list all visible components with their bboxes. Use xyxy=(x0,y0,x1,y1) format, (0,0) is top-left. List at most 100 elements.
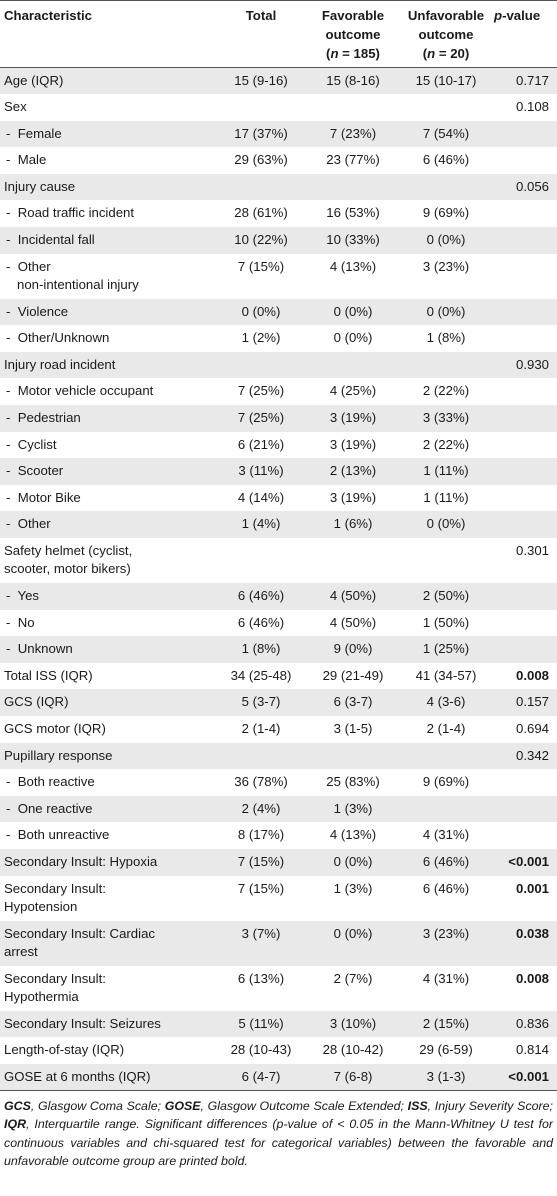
footnote-iss-abbr: ISS xyxy=(407,1098,428,1113)
row-label-line1: - Female xyxy=(6,125,62,141)
table-header: Characteristic Total Favorable outcome (… xyxy=(0,0,557,68)
cell-unfavorable: 29 (6-59) xyxy=(419,1042,473,1058)
row-label-line1: - Other xyxy=(6,258,51,274)
row-label: Secondary Insult: Cardiac arrest xyxy=(0,921,214,966)
header-characteristic: Characteristic xyxy=(0,0,214,68)
cell-unfavorable: 3 (23%) xyxy=(422,258,470,274)
header-favorable: Favorable outcome (n = 185) xyxy=(308,0,398,68)
cell-unfavorable: 1 (50%) xyxy=(422,614,470,630)
row-label-line1: GCS motor (IQR) xyxy=(4,720,106,736)
row-label: GOSE at 6 months (IQR) xyxy=(0,1063,214,1091)
header-pvalue-var: p xyxy=(494,8,503,23)
cell-total: 34 (25-48) xyxy=(230,667,292,683)
table-row: - Scooter 3 (11%) 2 (13%) 1 (11%) xyxy=(0,458,557,485)
row-label-line1: - Scooter xyxy=(6,463,64,479)
cell-pvalue xyxy=(494,583,557,610)
characteristics-table: Characteristic Total Favorable outcome (… xyxy=(0,0,557,1091)
cell-total xyxy=(214,174,308,201)
cell-unfavorable xyxy=(398,174,494,201)
cell-total xyxy=(214,352,308,379)
table-row: Secondary Insult: Hypoxia 7 (15%) 0 (0%) 6 … xyxy=(0,848,557,876)
cell-total: 28 (61%) xyxy=(234,205,288,221)
row-label: Secondary Insult: Hypotension xyxy=(0,876,214,921)
table-row: - Female 17 (37%) 7 (23%) 7 (54%) xyxy=(0,120,557,148)
cell-unfavorable: 6 (46%) xyxy=(422,152,470,168)
cell-total: 5 (11%) xyxy=(238,1015,284,1031)
cell-pvalue: 0.301 xyxy=(515,543,549,558)
row-label-line1: Pupillary response xyxy=(4,747,113,763)
cell-unfavorable xyxy=(398,743,494,770)
cell-unfavorable xyxy=(398,538,494,583)
header-unfavorable-n-rest: = 20) xyxy=(435,46,470,61)
cell-total: 6 (21%) xyxy=(237,436,285,452)
cell-total: 7 (25%) xyxy=(237,383,285,399)
header-favorable-n-rest: = 185) xyxy=(338,46,380,61)
row-label-line1: - Cyclist xyxy=(6,436,57,452)
cell-total: 29 (63%) xyxy=(234,152,288,168)
row-label-line2: Hypotension xyxy=(4,898,78,914)
cell-unfavorable: 6 (46%) xyxy=(422,853,470,869)
cell-pvalue: 0.694 xyxy=(515,720,549,736)
footnote-gcs-def: , Glasgow Coma Scale; xyxy=(30,1098,165,1113)
cell-total: 36 (78%) xyxy=(234,774,288,790)
footnote-gose-abbr: GOSE xyxy=(164,1098,201,1113)
row-label-line1: Secondary Insult: xyxy=(4,970,106,986)
cell-pvalue: <0.001 xyxy=(508,853,549,869)
row-label: Length-of-stay (IQR) xyxy=(0,1037,214,1064)
row-label: Safety helmet (cyclist, scooter, motor bi… xyxy=(0,538,214,583)
header-unfavorable-n-open: ( xyxy=(422,46,428,61)
cell-pvalue xyxy=(494,485,557,512)
cell-pvalue: 0.038 xyxy=(515,925,549,941)
header-unfavorable-n-var: n xyxy=(427,46,436,61)
cell-pvalue xyxy=(494,769,557,796)
header-unfavorable: Unfavorable outcome (n = 20) xyxy=(398,0,494,68)
row-label-line1: Injury road incident xyxy=(4,356,116,372)
cell-total: 7 (15%) xyxy=(237,258,285,274)
table-row: Safety helmet (cyclist, scooter, motor bi… xyxy=(0,538,557,583)
table-row: Secondary Insult: Seizures 5 (11%) 3 (10%)… xyxy=(0,1010,557,1038)
header-total: Total xyxy=(214,0,308,68)
header-pvalue-rest: -value xyxy=(502,8,541,23)
row-label: - Incidental fall xyxy=(0,227,214,254)
cell-favorable: 7 (23%) xyxy=(329,125,377,141)
cell-total xyxy=(214,94,308,121)
row-label: - Cyclist xyxy=(0,432,214,459)
cell-unfavorable: 0 (0%) xyxy=(426,516,466,532)
header-unfavorable-n: (n = 20) xyxy=(402,44,490,63)
cell-total: 3 (7%) xyxy=(241,925,281,941)
cell-favorable: 15 (8-16) xyxy=(326,73,380,88)
row-label: - Yes xyxy=(0,583,214,610)
row-label: GCS motor (IQR) xyxy=(0,716,214,743)
cell-pvalue: 0.056 xyxy=(515,178,549,194)
row-label: Injury road incident xyxy=(0,352,214,379)
table-row: - Other/Unknown 1 (2%) 0 (0%) 1 (8%) xyxy=(0,325,557,352)
cell-total: 6 (46%) xyxy=(237,588,285,603)
table-row: GOSE at 6 months (IQR) 6 (4-7) 7 (6-8) 3 (1… xyxy=(0,1063,557,1091)
cell-unfavorable: 4 (31%) xyxy=(422,827,470,843)
row-label: - Both unreactive xyxy=(0,822,214,849)
cell-pvalue: <0.001 xyxy=(494,1063,557,1091)
table-row: - Male 29 (63%) 23 (77%) 6 (46%) xyxy=(0,147,557,174)
row-label: - Motor vehicle occupant xyxy=(0,378,214,405)
cell-favorable xyxy=(308,94,398,121)
cell-pvalue xyxy=(494,227,557,254)
table-row: - Cyclist 6 (21%) 3 (19%) 2 (22%) xyxy=(0,431,557,459)
cell-pvalue xyxy=(494,200,557,227)
cell-pvalue xyxy=(494,432,557,459)
row-label-line1: - Pedestrian xyxy=(6,410,81,426)
row-label-line1: - Other/Unknown xyxy=(6,330,110,346)
cell-total: 7 (25%) xyxy=(237,410,285,426)
cell-favorable: 3 (19%) xyxy=(329,436,377,452)
footnote-gose-def: , Glasgow Outcome Scale Extended; xyxy=(200,1098,408,1113)
cell-favorable: 2 (13%) xyxy=(329,463,377,479)
cell-unfavorable: 3 (23%) xyxy=(422,925,470,941)
cell-pvalue xyxy=(494,636,557,663)
cell-pvalue: 0.717 xyxy=(515,73,549,88)
table-row: - Motor vehicle occupant 7 (25%) 4 (25%) 2 … xyxy=(0,378,557,406)
cell-total: 17 (37%) xyxy=(234,125,288,141)
row-label-line1: Age (IQR) xyxy=(4,73,64,88)
cell-pvalue xyxy=(494,299,557,326)
row-label-line1: - Yes xyxy=(6,588,39,603)
cell-pvalue xyxy=(494,378,557,405)
table-row: GCS (IQR) 5 (3-7) 6 (3-7) 4 (3-6) 0.157 xyxy=(0,689,557,716)
